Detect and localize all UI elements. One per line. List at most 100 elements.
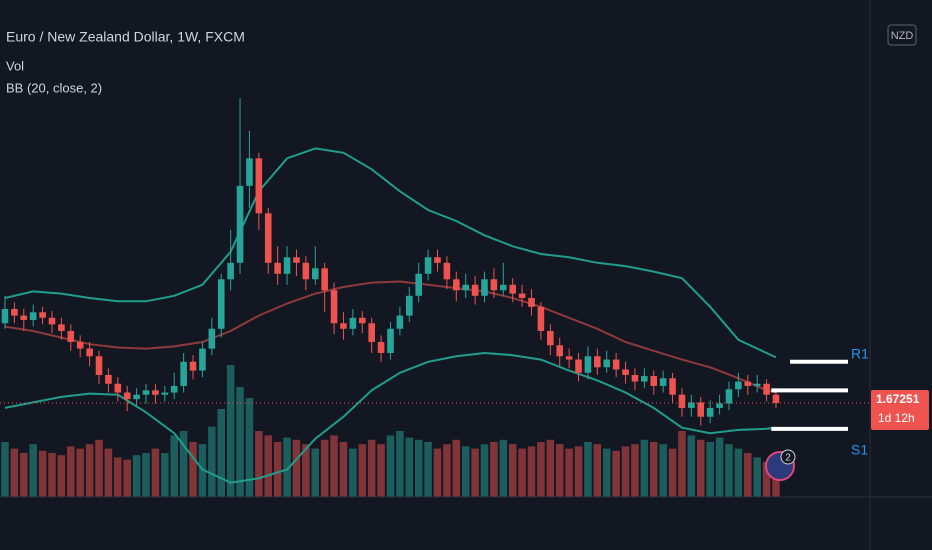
volume-bar <box>179 431 188 497</box>
event-count-bg[interactable] <box>780 449 796 465</box>
candles <box>1 97 780 426</box>
indicator-label[interactable]: Vol <box>6 58 24 73</box>
volume-bar <box>10 448 19 497</box>
volume-bar <box>452 439 461 497</box>
volume-bar <box>433 448 442 497</box>
pivot-label: R1 <box>851 345 869 361</box>
volume-bar <box>264 435 273 497</box>
volume-bar <box>744 453 752 497</box>
volume-bar <box>114 457 122 497</box>
candle-body <box>274 262 281 274</box>
candle-body <box>283 257 291 274</box>
volume-bar <box>123 459 131 497</box>
volume-bar <box>631 444 639 497</box>
volume-bar <box>292 439 301 497</box>
volume-bar <box>640 439 649 497</box>
volume-bar <box>706 442 714 497</box>
volume-bar <box>377 444 385 497</box>
candle-body <box>86 348 93 357</box>
volume-bar <box>104 448 113 497</box>
currency-box[interactable] <box>887 24 917 46</box>
candle-body <box>377 341 385 353</box>
candle-body <box>293 257 300 263</box>
candle-body <box>170 385 178 393</box>
candle-body <box>368 323 375 342</box>
candle-body <box>772 394 780 403</box>
volume-bar <box>565 448 573 497</box>
currency[interactable]: NZD <box>891 30 914 42</box>
volume-bar <box>527 446 536 497</box>
indicator-label[interactable]: BB (20, close, 2) <box>6 80 102 95</box>
volume-bar <box>518 448 526 497</box>
volume-bar <box>499 439 508 497</box>
volume-bar <box>612 450 620 497</box>
pivot-label: S1 <box>851 442 868 458</box>
candle-body <box>161 392 169 395</box>
volume-bar <box>555 444 564 497</box>
volume-bar <box>537 442 545 497</box>
volume-bar <box>29 444 37 497</box>
candle-body <box>302 262 310 280</box>
candle-body <box>11 308 18 316</box>
candle-body <box>716 403 723 408</box>
volume-bar <box>480 444 489 497</box>
candle-body <box>321 268 328 291</box>
volume-bar <box>170 435 178 497</box>
candle-body <box>76 341 84 349</box>
candle-body <box>481 279 488 296</box>
volume-bar <box>715 437 724 497</box>
candle-body <box>575 359 582 373</box>
candle-body <box>725 389 733 404</box>
volume-bar <box>208 426 216 497</box>
volume-bar <box>668 448 677 497</box>
volume-bar <box>161 453 169 497</box>
candle-body <box>189 361 197 371</box>
volume-bar <box>443 444 451 497</box>
candle-body <box>763 383 770 395</box>
candle-body <box>330 290 338 324</box>
candle-body <box>105 374 112 384</box>
candle-body <box>735 381 742 390</box>
volume-bar <box>471 448 479 497</box>
volume-bar <box>217 409 225 497</box>
volume-bar <box>678 431 686 497</box>
price-tag <box>871 389 929 430</box>
candle-body <box>697 402 705 417</box>
volume-bar <box>320 439 329 497</box>
event-count[interactable]: 2 <box>785 453 791 464</box>
candle-body <box>349 317 357 329</box>
candle-body <box>227 262 234 280</box>
volume-bar <box>67 446 75 497</box>
volume-bar <box>85 444 94 497</box>
candle-body <box>641 376 648 382</box>
volume-bar <box>753 457 761 497</box>
volume-bar <box>189 442 197 497</box>
candle-body <box>631 374 639 382</box>
candle-body <box>678 394 686 408</box>
candle-body <box>264 213 272 263</box>
candle-body <box>434 257 441 263</box>
candle-body <box>340 323 347 329</box>
volume-bar <box>396 431 404 497</box>
volume-bar <box>48 453 56 497</box>
candle-body <box>1 308 9 324</box>
candle-body <box>311 268 319 280</box>
volume-bar <box>57 455 66 497</box>
volume-bar <box>255 431 263 497</box>
candle-body <box>415 273 422 296</box>
candle-body <box>706 407 714 417</box>
volume-bar <box>584 442 592 497</box>
candle-body <box>622 369 629 375</box>
volume-bar <box>696 439 705 497</box>
candle-body <box>556 345 564 357</box>
volume-bar <box>358 444 367 497</box>
axes: 1.67251 1d 12h <box>871 389 929 430</box>
candle-body <box>471 284 479 296</box>
candle-body <box>500 284 507 291</box>
candle-body <box>518 293 526 298</box>
volume-bar <box>95 439 103 497</box>
candle-body <box>114 383 122 393</box>
band-line <box>4 147 777 359</box>
candle-body <box>659 378 667 386</box>
